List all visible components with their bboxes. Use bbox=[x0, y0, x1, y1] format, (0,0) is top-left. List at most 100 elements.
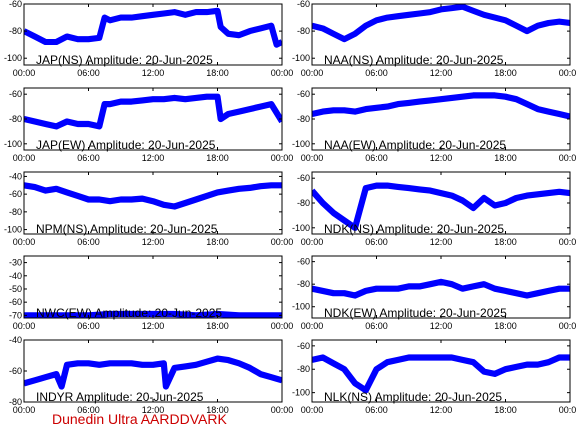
y-tick-label: -80 bbox=[9, 397, 22, 407]
x-tick-label: 06:00 bbox=[77, 153, 100, 163]
x-tick-label: 00:00 bbox=[13, 321, 36, 331]
x-tick-label: 00:00 bbox=[13, 237, 36, 247]
amplitude-line bbox=[24, 184, 282, 208]
amplitude-line bbox=[24, 96, 282, 128]
y-tick-label: -100 bbox=[292, 139, 310, 149]
x-tick-label: 06:00 bbox=[77, 405, 100, 415]
x-tick-label: 12:00 bbox=[142, 153, 165, 163]
x-tick-label: 06:00 bbox=[365, 321, 388, 331]
y-tick-label: -80 bbox=[9, 114, 22, 124]
x-tick-label: 12:00 bbox=[142, 237, 165, 247]
amplitude-line bbox=[24, 10, 282, 46]
y-tick-label: -80 bbox=[9, 207, 22, 217]
x-tick-label: 00:00 bbox=[13, 68, 36, 78]
y-tick-label: -40 bbox=[9, 271, 22, 281]
x-tick-label: 06:00 bbox=[365, 68, 388, 78]
chart-panel-2: 00:00 06:00 12:00 18:00 00:00 -60 -80 -100 NAA(N… bbox=[292, 0, 576, 78]
amplitude-line bbox=[312, 185, 570, 229]
y-tick-label: -30 bbox=[9, 258, 22, 268]
x-tick-label: 18:00 bbox=[206, 237, 229, 247]
chart-title: INDYR Amplitude: 20-Jun-2025 bbox=[36, 390, 204, 404]
x-tick-label: 12:00 bbox=[142, 405, 165, 415]
x-tick-label: 18:00 bbox=[206, 153, 229, 163]
x-tick-label: 00:00 bbox=[301, 405, 324, 415]
x-tick-label: 12:00 bbox=[142, 321, 165, 331]
y-tick-label: -80 bbox=[297, 279, 310, 289]
x-tick-label: 00:00 bbox=[559, 237, 576, 247]
chart-panel-1: 00:00 06:00 12:00 18:00 00:00 -60 -80 -100 JAP(N… bbox=[4, 0, 293, 78]
y-tick-label: -60 bbox=[9, 0, 22, 9]
x-tick-label: 00:00 bbox=[271, 405, 294, 415]
chart-panel-3: 00:00 06:00 12:00 18:00 00:00 -60 -80 -100 JAP(E… bbox=[4, 87, 294, 163]
y-tick-label: -100 bbox=[4, 225, 22, 235]
x-tick-label: 00:00 bbox=[271, 321, 294, 331]
x-tick-label: 00:00 bbox=[559, 405, 576, 415]
x-tick-label: 06:00 bbox=[365, 153, 388, 163]
chart-panel-7: 00:00 06:00 12:00 18:00 00:00 -30 -40 -50 -60 -70… bbox=[9, 255, 294, 331]
chart-title: NPM(NS) Amplitude: 20-Jun-2025 bbox=[36, 222, 218, 236]
chart-panel-6: 00:00 06:00 12:00 18:00 00:00 -60 -80 -100 NDK(N… bbox=[292, 171, 576, 247]
amplitude-band bbox=[312, 354, 570, 394]
amplitude-band bbox=[24, 93, 282, 130]
x-tick-label: 00:00 bbox=[559, 153, 576, 163]
chart-panel-4: 00:00 06:00 12:00 18:00 00:00 -60 -80 -100 NAA(E… bbox=[292, 87, 576, 163]
x-tick-label: 00:00 bbox=[13, 153, 36, 163]
amplitude-band bbox=[24, 7, 282, 48]
y-tick-label: -80 bbox=[297, 364, 310, 374]
x-tick-label: 00:00 bbox=[301, 321, 324, 331]
x-tick-label: 06:00 bbox=[365, 405, 388, 415]
y-tick-label: -80 bbox=[297, 114, 310, 124]
amplitude-line bbox=[24, 357, 282, 389]
x-tick-label: 12:00 bbox=[430, 153, 453, 163]
chart-panel-5: 00:00 06:00 12:00 18:00 00:00 -40 -60 -80 -100 NP… bbox=[4, 171, 293, 247]
x-tick-label: 00:00 bbox=[13, 405, 36, 415]
y-tick-label: -60 bbox=[9, 89, 22, 99]
amplitude-line bbox=[24, 313, 282, 317]
x-tick-label: 18:00 bbox=[494, 68, 517, 78]
x-tick-label: 18:00 bbox=[494, 237, 517, 247]
y-tick-label: -60 bbox=[9, 366, 22, 376]
x-tick-label: 06:00 bbox=[365, 237, 388, 247]
x-tick-label: 18:00 bbox=[494, 405, 517, 415]
x-tick-label: 12:00 bbox=[430, 237, 453, 247]
amplitude-line bbox=[312, 356, 570, 392]
y-tick-label: -80 bbox=[297, 26, 310, 36]
y-tick-label: -100 bbox=[292, 223, 310, 233]
x-tick-label: 06:00 bbox=[77, 321, 100, 331]
x-tick-label: 18:00 bbox=[206, 68, 229, 78]
amplitude-line bbox=[312, 94, 570, 118]
x-tick-label: 00:00 bbox=[271, 153, 294, 163]
y-tick-label: -60 bbox=[9, 297, 22, 307]
y-tick-label: -80 bbox=[9, 26, 22, 36]
y-tick-label: -60 bbox=[297, 257, 310, 267]
x-tick-label: 00:00 bbox=[301, 68, 324, 78]
chart-panel-8: 00:00 06:00 12:00 18:00 00:00 -60 -80 -100 NDK(E… bbox=[292, 255, 576, 331]
x-tick-label: 06:00 bbox=[77, 237, 100, 247]
chart-title: JAP(NS) Amplitude: 20-Jun-2025 bbox=[36, 53, 213, 67]
y-tick-label: -100 bbox=[292, 388, 310, 398]
y-tick-label: -70 bbox=[9, 310, 22, 320]
x-tick-label: 00:00 bbox=[559, 68, 576, 78]
chart-title: NLK(NS) Amplitude: 20-Jun-2025 bbox=[324, 390, 502, 404]
x-tick-label: 06:00 bbox=[77, 68, 100, 78]
y-tick-label: -100 bbox=[292, 53, 310, 63]
x-tick-label: 18:00 bbox=[494, 153, 517, 163]
chart-title: NDK(EW) Amplitude: 20-Jun-2025 bbox=[324, 306, 507, 320]
y-tick-label: -40 bbox=[9, 171, 22, 181]
x-tick-label: 00:00 bbox=[271, 68, 294, 78]
y-tick-label: -50 bbox=[9, 284, 22, 294]
x-tick-label: 12:00 bbox=[430, 68, 453, 78]
chart-panel-10: 00:00 06:00 12:00 18:00 00:00 -60 -80 -100 NLK(N… bbox=[292, 339, 576, 415]
y-tick-label: -100 bbox=[4, 139, 22, 149]
x-tick-label: 12:00 bbox=[142, 68, 165, 78]
amplitude-band bbox=[312, 278, 570, 299]
chart-title: NAA(EW) Amplitude: 20-Jun-2025 bbox=[324, 138, 506, 152]
y-tick-label: -40 bbox=[9, 335, 22, 345]
y-tick-label: -80 bbox=[297, 198, 310, 208]
chart-title: JAP(EW) Amplitude: 20-Jun-2025 bbox=[36, 138, 216, 152]
amplitude-line bbox=[312, 6, 570, 40]
x-tick-label: 18:00 bbox=[206, 405, 229, 415]
y-tick-label: -60 bbox=[297, 0, 310, 9]
